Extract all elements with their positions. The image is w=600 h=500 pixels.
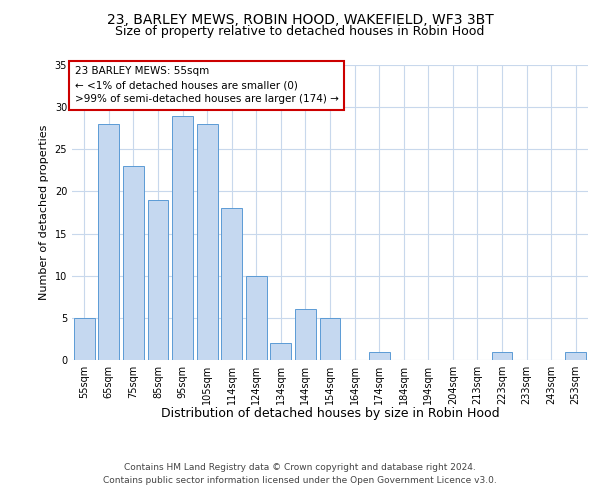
Text: 23 BARLEY MEWS: 55sqm
← <1% of detached houses are smaller (0)
>99% of semi-deta: 23 BARLEY MEWS: 55sqm ← <1% of detached …: [74, 66, 338, 104]
Text: Size of property relative to detached houses in Robin Hood: Size of property relative to detached ho…: [115, 25, 485, 38]
Bar: [320, 318, 340, 360]
Bar: [98, 124, 119, 360]
Y-axis label: Number of detached properties: Number of detached properties: [39, 125, 49, 300]
Bar: [295, 310, 316, 360]
Text: Contains public sector information licensed under the Open Government Licence v3: Contains public sector information licen…: [103, 476, 497, 485]
Bar: [197, 124, 218, 360]
Bar: [74, 318, 95, 360]
Bar: [221, 208, 242, 360]
Bar: [271, 343, 292, 360]
Bar: [491, 352, 512, 360]
Bar: [123, 166, 144, 360]
Text: 23, BARLEY MEWS, ROBIN HOOD, WAKEFIELD, WF3 3BT: 23, BARLEY MEWS, ROBIN HOOD, WAKEFIELD, …: [107, 12, 493, 26]
Bar: [565, 352, 586, 360]
Bar: [172, 116, 193, 360]
Text: Contains HM Land Registry data © Crown copyright and database right 2024.: Contains HM Land Registry data © Crown c…: [124, 464, 476, 472]
Bar: [246, 276, 267, 360]
Bar: [368, 352, 389, 360]
Bar: [148, 200, 169, 360]
Text: Distribution of detached houses by size in Robin Hood: Distribution of detached houses by size …: [161, 408, 499, 420]
